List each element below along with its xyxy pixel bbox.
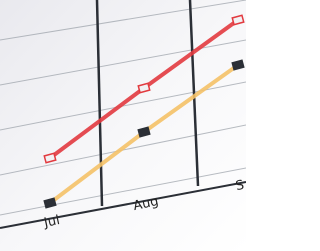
point-marker bbox=[232, 60, 243, 69]
point-marker bbox=[232, 15, 243, 24]
background bbox=[0, 0, 246, 251]
point-marker bbox=[44, 153, 55, 162]
point-marker bbox=[44, 198, 55, 207]
point-marker bbox=[138, 127, 149, 136]
point-marker bbox=[138, 83, 149, 92]
